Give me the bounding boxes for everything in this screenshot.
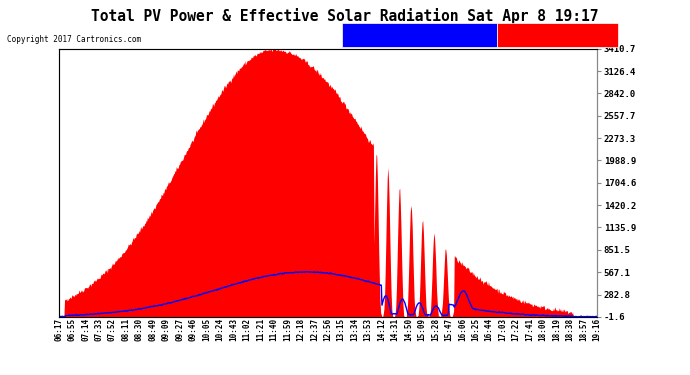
Text: Copyright 2017 Cartronics.com: Copyright 2017 Cartronics.com (7, 36, 141, 45)
Text: 14:12: 14:12 (377, 318, 386, 341)
Text: 18:38: 18:38 (565, 318, 575, 341)
FancyBboxPatch shape (342, 23, 497, 47)
Text: 10:05: 10:05 (202, 318, 211, 341)
Text: 11:40: 11:40 (269, 318, 279, 341)
Text: 14:50: 14:50 (404, 318, 413, 341)
Text: 15:28: 15:28 (431, 318, 440, 341)
Text: 09:09: 09:09 (161, 318, 171, 341)
Text: 08:11: 08:11 (121, 318, 130, 341)
Text: 09:46: 09:46 (188, 318, 198, 341)
Text: 18:57: 18:57 (579, 318, 588, 341)
Text: 17:03: 17:03 (498, 318, 507, 341)
Text: 09:27: 09:27 (175, 318, 184, 341)
Text: 11:02: 11:02 (242, 318, 252, 341)
Text: 16:44: 16:44 (484, 318, 494, 341)
Text: 07:52: 07:52 (108, 318, 117, 341)
Text: 17:22: 17:22 (511, 318, 521, 341)
Text: 10:24: 10:24 (215, 318, 225, 341)
Text: Radiation (Effective W/m2): Radiation (Effective W/m2) (356, 31, 482, 40)
Text: 15:47: 15:47 (444, 318, 453, 341)
Text: 10:43: 10:43 (229, 318, 238, 341)
FancyBboxPatch shape (497, 23, 618, 47)
Text: PV Panels (DC Watts): PV Panels (DC Watts) (509, 31, 606, 40)
Text: 15:09: 15:09 (417, 318, 426, 341)
Text: 16:25: 16:25 (471, 318, 480, 341)
Text: Total PV Power & Effective Solar Radiation Sat Apr 8 19:17: Total PV Power & Effective Solar Radiati… (91, 8, 599, 24)
Text: 17:41: 17:41 (525, 318, 534, 341)
Text: 06:17: 06:17 (54, 318, 63, 341)
Text: 07:14: 07:14 (81, 318, 90, 341)
Text: 12:37: 12:37 (310, 318, 319, 341)
Text: 14:31: 14:31 (391, 318, 400, 341)
Text: 11:59: 11:59 (283, 318, 292, 341)
Text: 12:18: 12:18 (296, 318, 306, 341)
Text: 08:49: 08:49 (148, 318, 157, 341)
Text: 11:21: 11:21 (256, 318, 265, 341)
Text: 18:00: 18:00 (538, 318, 548, 341)
Text: 06:55: 06:55 (68, 318, 77, 341)
Text: 08:30: 08:30 (135, 318, 144, 341)
Text: 13:53: 13:53 (364, 318, 373, 341)
Text: 16:06: 16:06 (457, 318, 467, 341)
Text: 12:56: 12:56 (323, 318, 333, 341)
Text: 19:16: 19:16 (592, 318, 602, 341)
Text: 13:15: 13:15 (337, 318, 346, 341)
Text: 18:19: 18:19 (552, 318, 561, 341)
Text: 07:33: 07:33 (95, 318, 103, 341)
Text: 13:34: 13:34 (350, 318, 359, 341)
